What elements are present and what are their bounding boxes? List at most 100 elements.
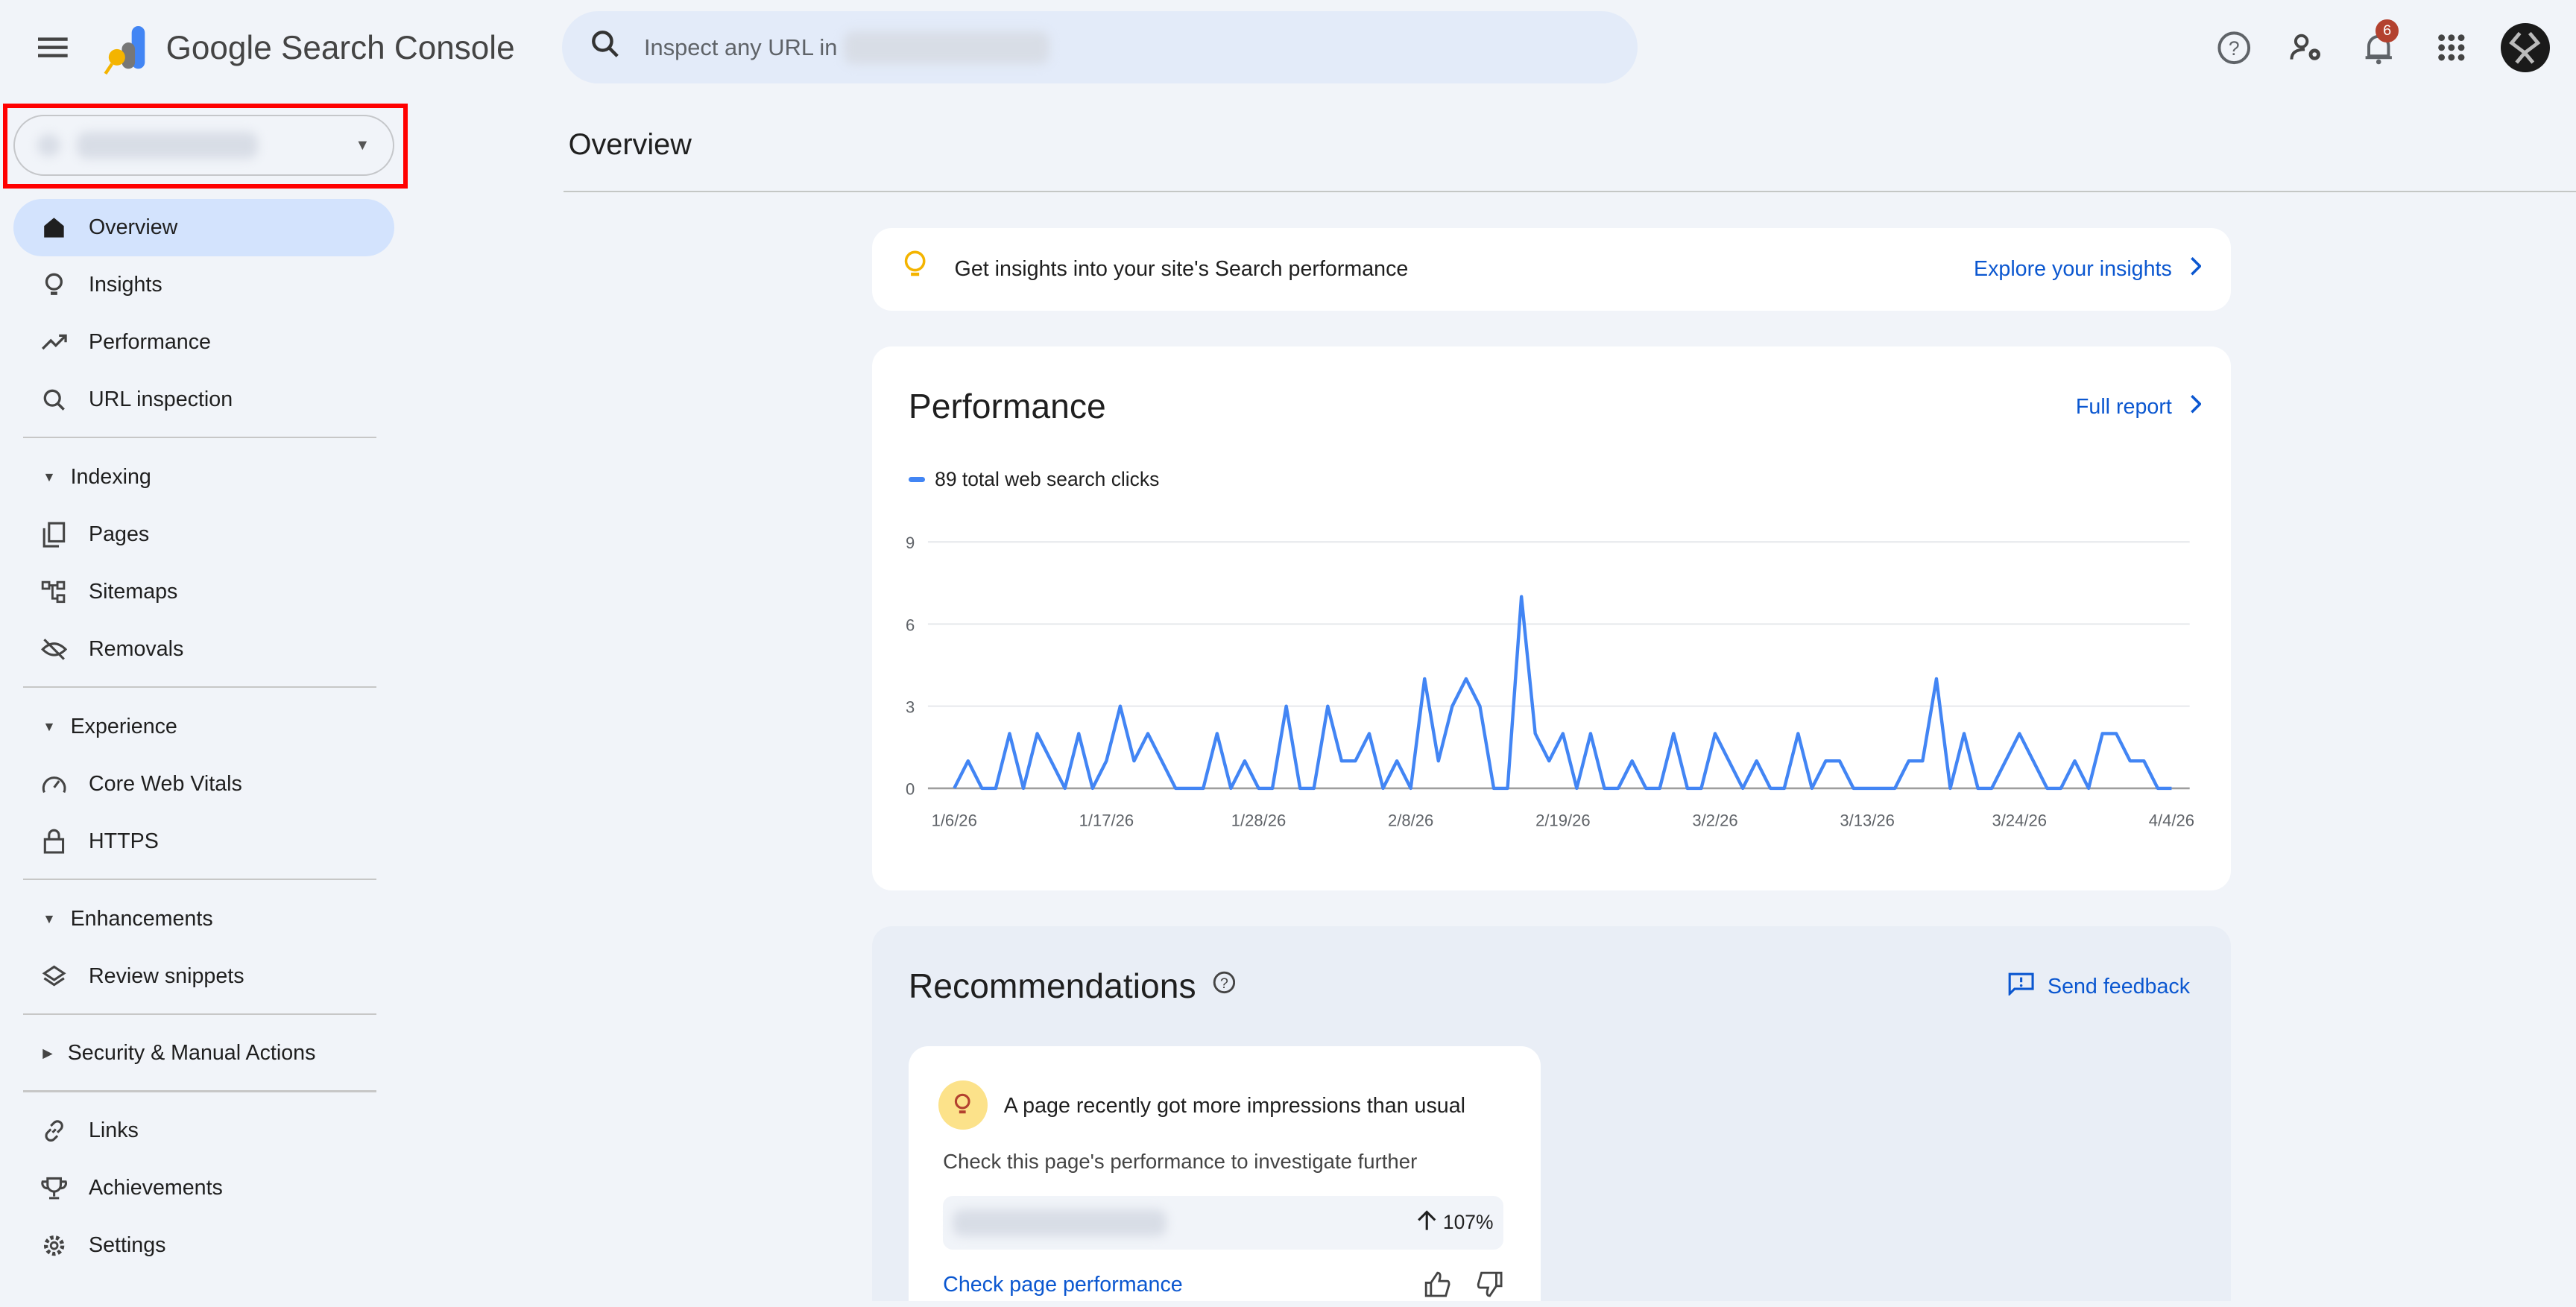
blurred-property-name <box>77 132 258 159</box>
property-selector[interactable]: ▼ <box>13 115 394 176</box>
lock-icon <box>40 827 69 857</box>
url-inspect-search[interactable]: Inspect any URL in <box>561 11 1638 84</box>
sidebar-item-overview[interactable]: Overview <box>13 198 394 256</box>
trophy-icon <box>40 1174 69 1203</box>
section-experience[interactable]: ▼ Experience <box>13 698 394 756</box>
chevron-right-icon <box>2188 394 2202 420</box>
help-icon[interactable]: ? <box>2198 13 2270 83</box>
sidebar-nav: Overview Insights Performance URL inspec… <box>13 198 394 1275</box>
trending-up-icon <box>40 328 69 358</box>
thumbs-down-icon[interactable] <box>1477 1271 1503 1304</box>
y-tick-label: 9 <box>906 534 915 552</box>
section-label: Security & Manual Actions <box>67 1041 316 1066</box>
gear-icon <box>40 1231 69 1261</box>
highlight-box <box>3 103 408 189</box>
help-icon[interactable]: ? <box>1213 971 1236 1001</box>
sidebar-item-settings[interactable]: Settings <box>13 1217 394 1274</box>
search-icon <box>40 385 69 415</box>
x-tick-label: 4/4/26 <box>2149 811 2194 830</box>
sidebar-item-achievements[interactable]: Achievements <box>13 1159 394 1217</box>
insights-text: Get insights into your site's Search per… <box>954 256 1409 281</box>
speedometer-icon <box>40 770 69 800</box>
check-page-performance-link[interactable]: Check page performance <box>943 1273 1183 1297</box>
svg-text:?: ? <box>2229 37 2240 60</box>
blurred-page-url <box>953 1209 1167 1236</box>
clicks-line-chart: 0 3 6 9 1/6/26 1/17/26 1/28/26 2/8/26 2/19/26 3/2… <box>906 534 2194 830</box>
divider <box>22 437 376 439</box>
recommendations-title: Recommendations <box>908 966 1196 1005</box>
svg-text:?: ? <box>1220 975 1228 992</box>
page-title: Overview <box>568 127 692 161</box>
recommendation-title: A page recently got more impressions tha… <box>1003 1093 1465 1118</box>
sidebar-item-sitemaps[interactable]: Sitemaps <box>13 563 394 621</box>
sidebar-item-label: HTTPS <box>88 829 159 854</box>
sidebar-item-label: Insights <box>88 272 162 297</box>
sidebar-item-label: Settings <box>88 1233 166 1258</box>
arrow-up-icon <box>1417 1209 1436 1237</box>
x-tick-label: 2/8/26 <box>1388 811 1433 830</box>
sidebar-item-core-web-vitals[interactable]: Core Web Vitals <box>13 756 394 813</box>
section-label: Enhancements <box>70 906 213 931</box>
section-security[interactable]: ▶ Security & Manual Actions <box>13 1025 394 1082</box>
divider <box>564 190 2576 192</box>
section-indexing[interactable]: ▼ Indexing <box>13 449 394 506</box>
sidebar-item-label: Review snippets <box>88 963 244 988</box>
sidebar-item-label: Performance <box>88 330 211 355</box>
performance-card: Performance Full report 89 total web sea… <box>872 346 2232 890</box>
explore-insights-link[interactable]: Explore your insights <box>1974 256 2202 282</box>
apps-grid-icon[interactable] <box>2415 13 2487 83</box>
y-tick-label: 3 <box>906 698 915 717</box>
sidebar-item-label: Removals <box>88 637 184 662</box>
sidebar-item-label: Pages <box>88 522 150 546</box>
legend-swatch <box>908 477 925 482</box>
search-console-logo <box>102 26 155 75</box>
sidebar-item-insights[interactable]: Insights <box>13 256 394 314</box>
full-report-link[interactable]: Full report <box>2076 394 2202 420</box>
sidebar-item-links[interactable]: Links <box>13 1102 394 1159</box>
sidebar-item-performance[interactable]: Performance <box>13 314 394 371</box>
recommendations-panel: Recommendations ? Send feedback A page r… <box>872 926 2232 1304</box>
section-label: Experience <box>70 714 177 738</box>
top-actions: ? 6 <box>2198 13 2576 83</box>
divider <box>22 686 376 689</box>
section-label: Indexing <box>70 464 151 489</box>
sidebar-item-label: Achievements <box>88 1176 223 1200</box>
sidebar-item-https[interactable]: HTTPS <box>13 813 394 870</box>
sidebar-item-label: Sitemaps <box>88 580 178 604</box>
chevron-right-icon <box>2188 256 2202 282</box>
caret-down-icon: ▼ <box>42 911 56 926</box>
sidebar-item-label: Core Web Vitals <box>88 771 242 796</box>
recommendation-card: A page recently got more impressions tha… <box>908 1046 1541 1304</box>
thumbs-up-icon[interactable] <box>1424 1271 1450 1304</box>
change-indicator: 107% <box>1417 1209 1494 1237</box>
sidebar-item-label: URL inspection <box>88 387 233 412</box>
sidebar-item-url-inspection[interactable]: URL inspection <box>13 371 394 428</box>
y-tick-label: 0 <box>906 780 915 799</box>
notifications-icon[interactable]: 6 <box>2343 13 2415 83</box>
blurred-domain <box>844 31 1049 64</box>
app-name: Google Search Console <box>165 29 515 66</box>
user-settings-icon[interactable] <box>2270 13 2343 83</box>
sidebar-item-removals[interactable]: Removals <box>13 621 394 678</box>
search-icon <box>591 30 621 66</box>
divider <box>22 879 376 881</box>
divider <box>22 1013 376 1016</box>
performance-title: Performance <box>908 386 1106 425</box>
dropdown-arrow-icon: ▼ <box>355 136 370 154</box>
lightbulb-icon <box>40 270 69 300</box>
x-tick-label: 3/13/26 <box>1840 811 1895 830</box>
x-tick-label: 1/6/26 <box>932 811 977 830</box>
sidebar-item-review-snippets[interactable]: Review snippets <box>13 948 394 1005</box>
sidebar-item-pages[interactable]: Pages <box>13 506 394 563</box>
link-label: Full report <box>2075 394 2172 419</box>
eye-off-icon <box>40 635 69 665</box>
send-feedback-link[interactable]: Send feedback <box>2008 972 2190 1001</box>
sidebar-item-label: Overview <box>88 215 178 239</box>
section-enhancements[interactable]: ▼ Enhancements <box>13 890 394 948</box>
lightbulb-icon <box>938 1080 988 1130</box>
notification-badge: 6 <box>2375 19 2399 43</box>
property-favicon <box>37 133 61 157</box>
avatar[interactable] <box>2500 22 2550 72</box>
menu-icon[interactable] <box>36 33 72 63</box>
